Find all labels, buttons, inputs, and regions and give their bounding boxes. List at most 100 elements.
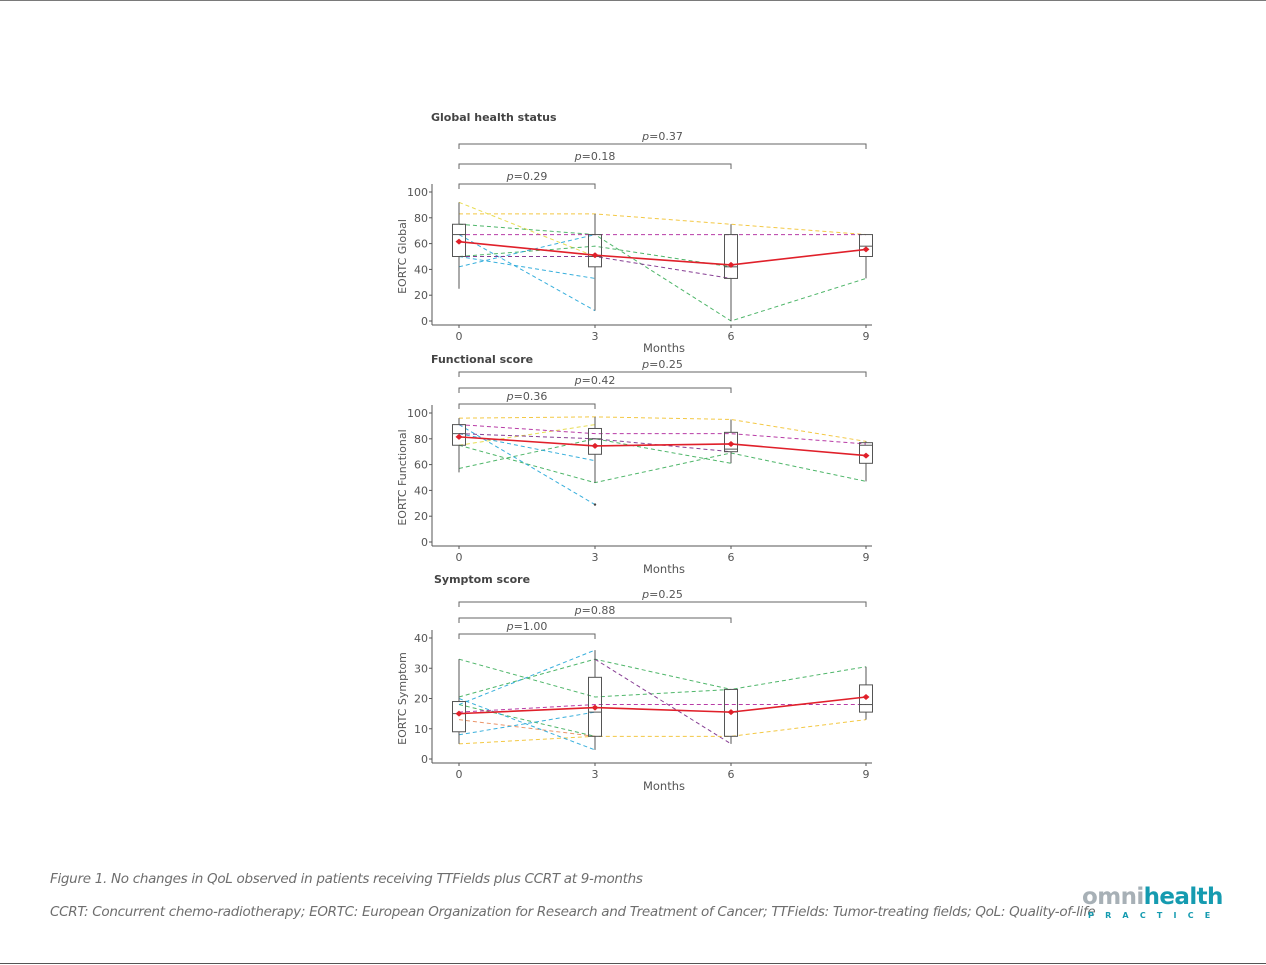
p-value-label: p=0.88: [574, 604, 616, 617]
box: [724, 234, 738, 279]
patient-line: [594, 658, 732, 745]
y-axis-label: EORTC Functional: [396, 429, 409, 525]
patient-line: [458, 444, 867, 484]
box: [588, 427, 602, 455]
y-tick-label: 10: [414, 723, 428, 736]
panel-title: Functional score: [431, 353, 533, 366]
mean-marker: [727, 709, 735, 716]
logo-health: health: [1143, 884, 1224, 910]
patient-line: [458, 719, 596, 737]
patient-line: [458, 649, 596, 706]
p-value-label: p=0.25: [641, 358, 683, 371]
outlier-point: [593, 503, 597, 506]
x-axis-label: Months: [643, 562, 685, 576]
mean-marker: [862, 693, 870, 700]
top-rule: [0, 0, 1266, 1]
y-tick-label: 20: [414, 693, 428, 706]
significance-bracket: [458, 143, 867, 149]
significance-bracket: [458, 633, 596, 639]
mean-marker: [862, 452, 870, 459]
mean-marker: [727, 440, 735, 447]
box: [452, 424, 466, 446]
x-tick-label: 9: [863, 768, 870, 781]
mean-marker: [591, 704, 599, 711]
logo-wordmark: omnihealth: [1082, 884, 1223, 910]
significance-bracket: [458, 371, 867, 377]
patient-line: [458, 424, 596, 446]
patient-line: [458, 438, 732, 469]
y-tick-label: 20: [414, 289, 428, 302]
significance-bracket: [458, 163, 732, 169]
x-tick-label: 0: [456, 551, 463, 564]
x-axis-label: Months: [643, 779, 685, 793]
panel-title: Global health status: [431, 111, 557, 124]
p-value-label: p=0.18: [574, 150, 616, 163]
mean-marker: [591, 442, 599, 449]
x-tick-label: 0: [456, 330, 463, 343]
patient-line: [459, 213, 867, 236]
y-tick-label: 60: [414, 459, 428, 472]
box: [724, 688, 738, 737]
y-tick-label: 40: [414, 484, 428, 497]
box: [588, 234, 602, 268]
panel-title: Symptom score: [434, 573, 530, 586]
patient-line: [458, 416, 867, 442]
box: [452, 701, 466, 733]
patient-line: [458, 711, 596, 736]
bottom-rule: [0, 963, 1266, 964]
y-tick-label: 20: [414, 510, 428, 523]
logo-tagline: PRACTICE: [1088, 911, 1222, 920]
y-tick-label: 100: [407, 407, 428, 420]
patient-line: [458, 719, 867, 745]
x-tick-label: 6: [728, 330, 735, 343]
y-tick-label: 80: [414, 433, 428, 446]
significance-bracket: [458, 617, 732, 623]
significance-bracket: [458, 601, 867, 607]
box: [859, 442, 873, 464]
patient-line: [458, 704, 596, 737]
box: [452, 223, 466, 257]
p-value-label: p=0.42: [574, 374, 616, 387]
patient-line: [458, 256, 596, 279]
p-value-label: p=0.29: [506, 170, 548, 183]
mean-marker: [591, 252, 599, 259]
mean-marker: [727, 261, 735, 268]
p-value-label: p=1.00: [506, 620, 548, 633]
patient-line: [458, 424, 867, 445]
x-axis-label: Months: [643, 341, 685, 355]
y-tick-label: 0: [421, 753, 428, 766]
patient-line: [458, 698, 596, 751]
x-tick-label: 3: [592, 768, 599, 781]
x-tick-label: 9: [863, 551, 870, 564]
x-tick-label: 0: [456, 768, 463, 781]
y-tick-label: 30: [414, 662, 428, 675]
significance-bracket: [458, 403, 596, 409]
box: [859, 234, 873, 258]
patient-line: [458, 658, 867, 698]
box: [724, 431, 738, 453]
y-tick-label: 80: [414, 212, 428, 225]
patient-line: [458, 245, 732, 268]
mean-marker: [862, 246, 870, 253]
figure-abbreviations: CCRT: Concurrent chemo-radiotherapy; EOR…: [50, 904, 1096, 920]
patient-line: [458, 223, 867, 322]
patient-line: [458, 424, 596, 506]
patient-line: [458, 234, 596, 312]
patient-line: [458, 234, 596, 268]
y-axis-label: EORTC Global: [396, 219, 409, 294]
mean-marker: [455, 433, 463, 440]
x-tick-label: 3: [592, 330, 599, 343]
significance-bracket: [458, 183, 596, 189]
x-tick-label: 6: [728, 768, 735, 781]
mean-marker: [455, 710, 463, 717]
p-value-label: p=0.25: [641, 588, 683, 601]
omnihealth-logo: omnihealth PRACTICE: [1082, 884, 1223, 924]
mean-marker: [455, 238, 463, 245]
x-tick-label: 3: [592, 551, 599, 564]
y-tick-label: 0: [421, 536, 428, 549]
x-tick-label: 6: [728, 551, 735, 564]
mean-line: [458, 240, 867, 266]
patient-line: [458, 433, 732, 453]
y-tick-label: 40: [414, 263, 428, 276]
